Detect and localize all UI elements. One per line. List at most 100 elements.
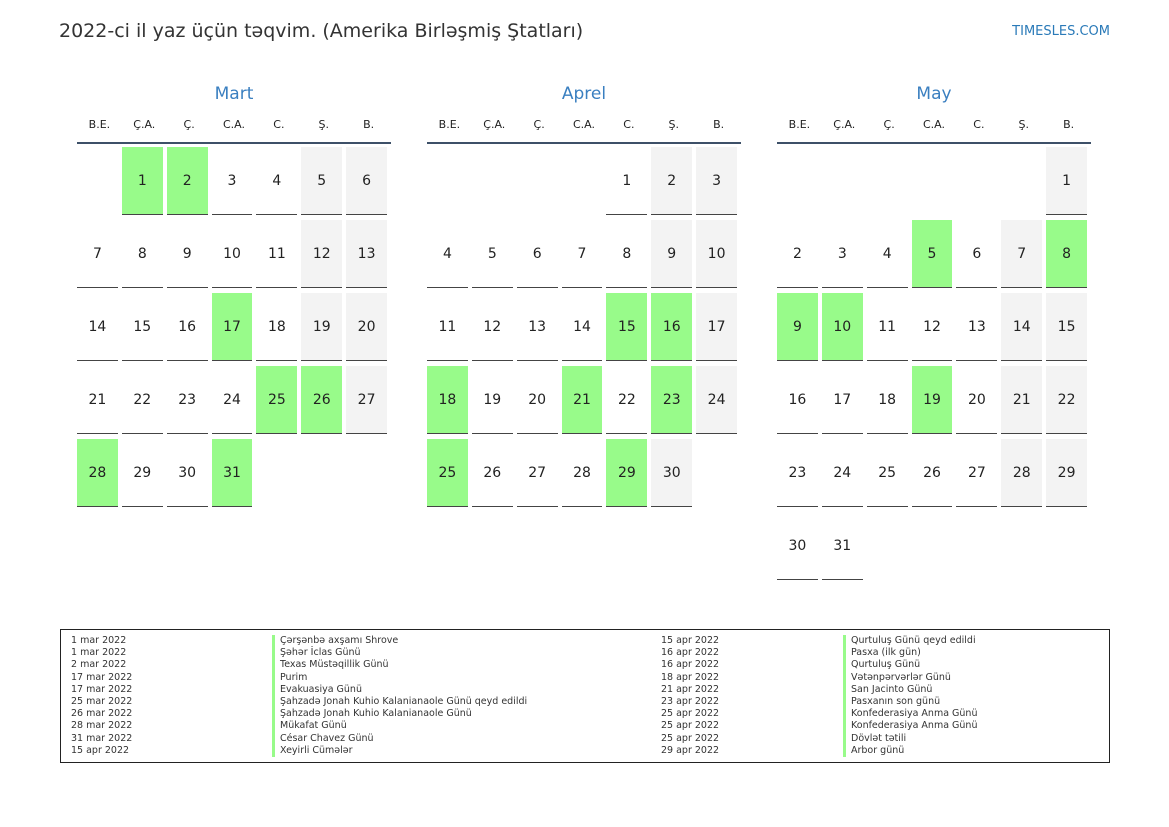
day-cell[interactable]: 9 <box>166 220 208 288</box>
day-cell[interactable]: 14 <box>561 293 603 361</box>
day-cell[interactable]: 14 <box>1001 293 1043 361</box>
day-cell[interactable]: 29 <box>1046 439 1088 507</box>
holiday-day-cell[interactable]: 29 <box>606 439 648 507</box>
day-cell[interactable]: 24 <box>211 366 253 434</box>
day-cell[interactable]: 20 <box>956 366 998 434</box>
day-cell[interactable]: 16 <box>166 293 208 361</box>
day-cell[interactable]: 13 <box>346 220 388 288</box>
day-cell[interactable]: 21 <box>1001 366 1043 434</box>
day-cell[interactable]: 7 <box>1001 220 1043 288</box>
holiday-day-cell[interactable]: 16 <box>651 293 693 361</box>
holiday-day-cell[interactable]: 21 <box>561 366 603 434</box>
day-cell[interactable]: 24 <box>696 366 738 434</box>
day-cell[interactable]: 14 <box>77 293 118 361</box>
day-cell[interactable]: 30 <box>166 439 208 507</box>
day-cell[interactable]: 13 <box>516 293 558 361</box>
day-cell[interactable]: 28 <box>561 439 603 507</box>
day-cell[interactable]: 10 <box>211 220 253 288</box>
holiday-day-cell[interactable]: 17 <box>211 293 253 361</box>
day-cell[interactable]: 11 <box>866 293 908 361</box>
day-cell[interactable]: 7 <box>77 220 118 288</box>
day-cell[interactable]: 16 <box>777 366 818 434</box>
holiday-day-cell[interactable]: 19 <box>911 366 953 434</box>
brand-link[interactable]: TIMESLES.COM <box>1012 24 1110 39</box>
empty-cell <box>301 439 342 507</box>
day-cell[interactable]: 6 <box>516 220 558 288</box>
weekday-label: B.E. <box>88 118 111 131</box>
day-cell[interactable]: 22 <box>121 366 163 434</box>
day-cell[interactable]: 1 <box>1046 147 1088 215</box>
day-cell[interactable]: 12 <box>471 293 513 361</box>
holiday-day-cell[interactable]: 15 <box>606 293 648 361</box>
empty-cell <box>956 147 997 215</box>
day-cell[interactable]: 18 <box>256 293 298 361</box>
day-cell[interactable]: 5 <box>301 147 343 215</box>
holiday-day-cell[interactable]: 23 <box>651 366 693 434</box>
day-cell[interactable]: 13 <box>956 293 998 361</box>
day-cell[interactable]: 8 <box>606 220 648 288</box>
day-cell[interactable]: 12 <box>911 293 953 361</box>
day-cell[interactable]: 3 <box>211 147 253 215</box>
holiday-day-cell[interactable]: 25 <box>427 439 468 507</box>
day-cell[interactable]: 15 <box>121 293 163 361</box>
day-cell[interactable]: 8 <box>121 220 163 288</box>
day-cell[interactable]: 30 <box>651 439 693 507</box>
day-cell[interactable]: 11 <box>427 293 468 361</box>
day-cell[interactable]: 23 <box>777 439 818 507</box>
day-cell[interactable]: 21 <box>77 366 118 434</box>
day-cell[interactable]: 19 <box>471 366 513 434</box>
day-cell[interactable]: 11 <box>256 220 298 288</box>
day-cell[interactable]: 17 <box>696 293 738 361</box>
holiday-day-cell[interactable]: 9 <box>777 293 818 361</box>
day-cell[interactable]: 27 <box>956 439 998 507</box>
day-cell[interactable]: 20 <box>346 293 388 361</box>
day-cell[interactable]: 19 <box>301 293 343 361</box>
day-cell[interactable]: 1 <box>606 147 648 215</box>
week-row: 18 19 20 21 22 23 24 <box>427 366 741 439</box>
holiday-day-cell[interactable]: 31 <box>211 439 253 507</box>
day-cell[interactable]: 25 <box>866 439 908 507</box>
day-cell[interactable]: 6 <box>956 220 998 288</box>
day-cell[interactable]: 27 <box>346 366 388 434</box>
day-cell[interactable]: 30 <box>777 512 818 580</box>
day-cell[interactable]: 6 <box>346 147 388 215</box>
day-cell[interactable]: 26 <box>911 439 953 507</box>
holiday-day-cell[interactable]: 5 <box>911 220 953 288</box>
day-cell[interactable]: 26 <box>471 439 513 507</box>
day-cell[interactable]: 4 <box>866 220 908 288</box>
day-cell[interactable]: 5 <box>471 220 513 288</box>
holiday-day-cell[interactable]: 10 <box>821 293 863 361</box>
holiday-date: 23 apr 2022 <box>661 695 720 707</box>
day-cell[interactable]: 29 <box>121 439 163 507</box>
holiday-day-cell[interactable]: 28 <box>77 439 118 507</box>
day-cell[interactable]: 23 <box>166 366 208 434</box>
day-cell[interactable]: 15 <box>1046 293 1088 361</box>
legend-row: 26 mar 2022 Şahzadə Jonah Kuhio Kalaniana… <box>71 708 651 721</box>
day-cell[interactable]: 2 <box>777 220 818 288</box>
day-cell[interactable]: 28 <box>1001 439 1043 507</box>
day-cell[interactable]: 27 <box>516 439 558 507</box>
day-cell[interactable]: 18 <box>866 366 908 434</box>
holiday-day-cell[interactable]: 8 <box>1046 220 1088 288</box>
day-cell[interactable]: 4 <box>427 220 468 288</box>
day-cell[interactable]: 17 <box>821 366 863 434</box>
day-cell[interactable]: 3 <box>696 147 738 215</box>
holiday-day-cell[interactable]: 26 <box>301 366 343 434</box>
day-cell[interactable]: 12 <box>301 220 343 288</box>
day-cell[interactable]: 22 <box>606 366 648 434</box>
holiday-day-cell[interactable]: 2 <box>166 147 208 215</box>
day-cell[interactable]: 20 <box>516 366 558 434</box>
day-cell[interactable]: 22 <box>1046 366 1088 434</box>
day-cell[interactable]: 4 <box>256 147 298 215</box>
day-cell[interactable]: 7 <box>561 220 603 288</box>
day-cell[interactable]: 31 <box>821 512 863 580</box>
day-cell[interactable]: 2 <box>651 147 693 215</box>
day-cell[interactable]: 10 <box>696 220 738 288</box>
holiday-day-cell[interactable]: 1 <box>121 147 163 215</box>
holiday-day-cell[interactable]: 18 <box>427 366 468 434</box>
day-cell[interactable]: 3 <box>821 220 863 288</box>
week-row: 4 5 6 7 8 9 10 <box>427 220 741 293</box>
day-cell[interactable]: 9 <box>651 220 693 288</box>
day-cell[interactable]: 24 <box>821 439 863 507</box>
holiday-day-cell[interactable]: 25 <box>256 366 298 434</box>
